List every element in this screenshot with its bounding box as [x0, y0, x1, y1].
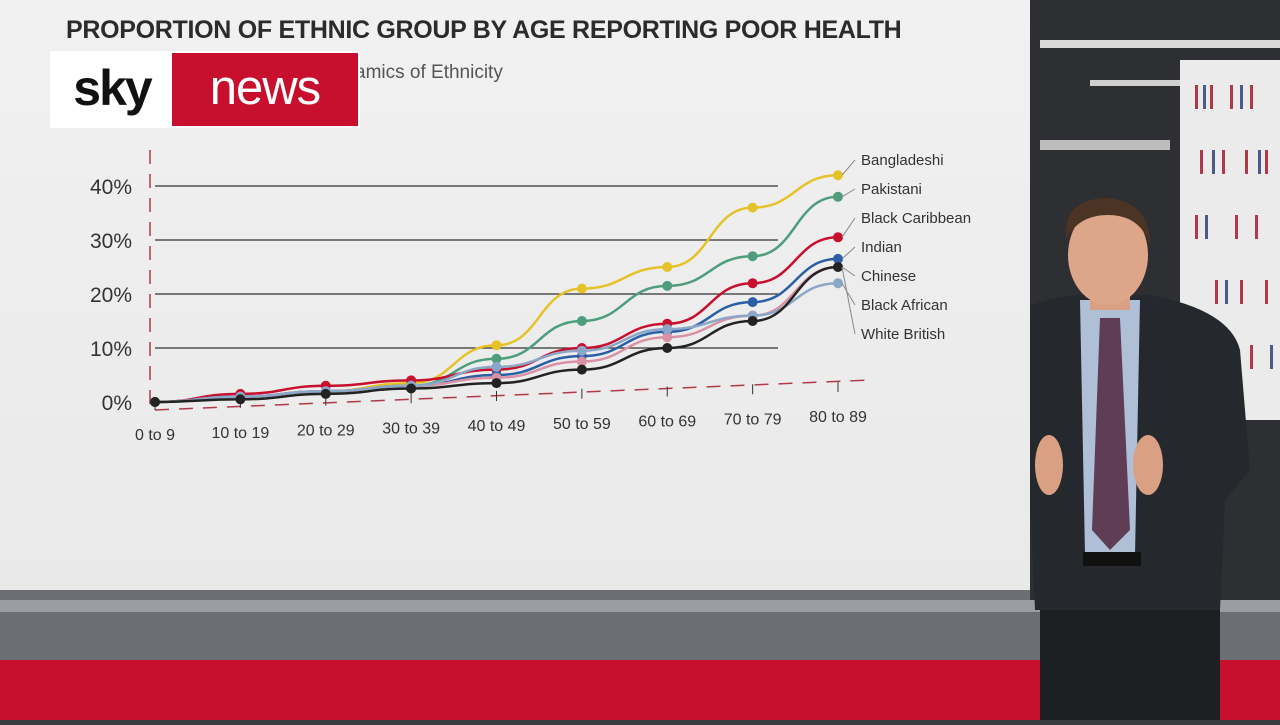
x-tick-label: 20 to 29 [297, 423, 355, 440]
legend-label: Chinese [861, 268, 916, 285]
legend-label: Black Caribbean [861, 210, 971, 227]
presenter-tie [1092, 318, 1130, 550]
legend-leader-line [841, 217, 856, 238]
legend-leader-line [841, 266, 856, 277]
data-point [491, 378, 502, 389]
legend-label: White British [861, 326, 945, 343]
legend-leader-line [841, 246, 856, 260]
studio-desk-edge [0, 600, 1280, 612]
x-tick-label: 0 to 9 [135, 427, 175, 444]
chart-subtitle: amics of Ethnicity [355, 62, 503, 83]
data-point [747, 202, 758, 213]
y-tick-label: 40% [90, 176, 132, 199]
chart-title: PROPORTION OF ETHNIC GROUP BY AGE REPORT… [66, 16, 902, 44]
legend-label: Black African [861, 297, 948, 314]
data-point [833, 191, 843, 202]
data-point [576, 356, 587, 367]
legend-leader-line [841, 266, 856, 335]
presenter-right-hand [1133, 435, 1163, 495]
y-tick-label: 10% [90, 338, 132, 361]
x-tick-label: 70 to 79 [724, 411, 782, 428]
legend-leader-line [841, 159, 856, 176]
x-tick-label: 80 to 89 [809, 409, 867, 426]
presenter-left-hand [1035, 435, 1063, 495]
legend-leader-line [841, 282, 856, 306]
data-point [747, 251, 758, 262]
data-point [833, 262, 843, 272]
legend-label: Indian [861, 239, 902, 256]
y-tick-label: 0% [102, 392, 132, 415]
data-point [320, 388, 331, 399]
x-tick-label: 40 to 49 [468, 418, 526, 435]
legend-label: Pakistani [861, 181, 922, 198]
data-point [662, 332, 673, 343]
data-point [747, 297, 758, 308]
data-point [406, 383, 417, 394]
data-point [833, 170, 843, 181]
series-line [154, 265, 839, 404]
data-point [747, 278, 758, 289]
line-chart: 0% 10% 20% 30% 40% 0 to 9 10 to 19 20 to 29 30 t… [90, 150, 971, 444]
data-point [747, 316, 758, 326]
data-point [662, 262, 673, 272]
presenter-hair [1065, 198, 1150, 245]
data-point [833, 253, 843, 264]
y-tick-label: 20% [90, 284, 132, 307]
data-point [576, 345, 587, 356]
data-point [150, 397, 160, 407]
logo-sky-text: sky [52, 53, 172, 126]
logo-news-text: news [172, 53, 358, 126]
presenter-face [1068, 205, 1148, 305]
data-point [491, 340, 502, 351]
x-tick-label: 60 to 69 [638, 414, 696, 431]
data-point [662, 343, 673, 353]
x-tick-label: 50 to 59 [553, 416, 611, 433]
data-point [833, 232, 843, 243]
x-tick-label: 10 to 19 [211, 425, 269, 442]
presenter [985, 198, 1250, 720]
studio-light-strip [1090, 80, 1180, 86]
x-tick-label: 30 to 39 [382, 420, 440, 437]
legend-label: Bangladeshi [861, 152, 944, 169]
data-point [662, 280, 673, 291]
data-point [833, 278, 843, 289]
series-line [154, 236, 839, 404]
data-point [662, 324, 673, 335]
studio-light-strip [1040, 40, 1280, 48]
data-point [235, 394, 246, 405]
presenter-belt [1083, 552, 1141, 566]
data-point [576, 283, 587, 294]
data-point [491, 361, 502, 372]
sky-news-logo: sky news [52, 53, 358, 126]
data-point [491, 353, 502, 364]
studio-light-strip [1040, 140, 1170, 150]
data-point [576, 364, 587, 375]
data-point [576, 316, 587, 326]
y-tick-label: 30% [90, 230, 132, 253]
legend-leader-line [841, 188, 856, 198]
